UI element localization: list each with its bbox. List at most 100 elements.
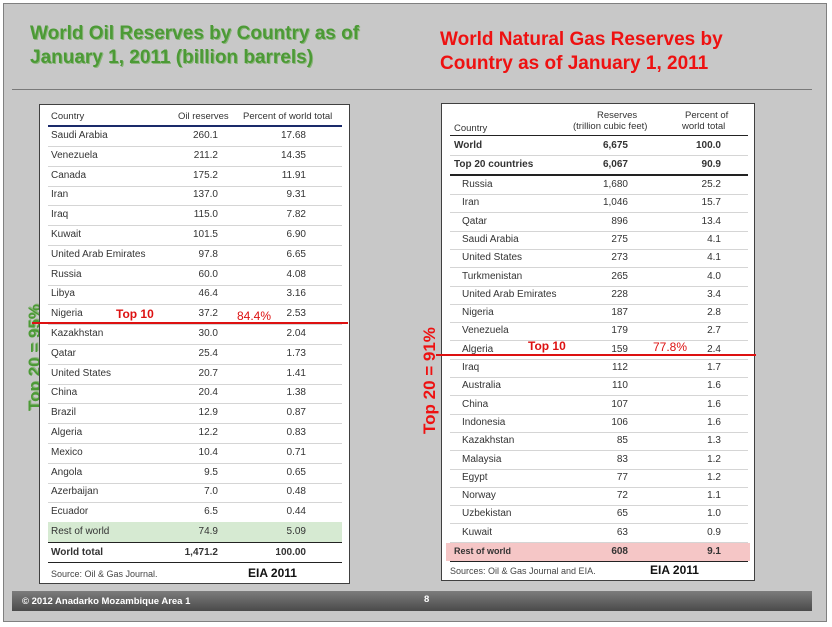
oil-reserves-cell: 7.0 <box>204 486 218 497</box>
oil-percent-cell: 1.73 <box>286 348 306 359</box>
oil-reserves-cell: 20.7 <box>198 368 218 379</box>
oil-reserves-cell: 211.2 <box>193 150 218 161</box>
gas-reserves-cell: 72 <box>616 490 628 501</box>
oil-row-divider <box>48 344 342 345</box>
gas-row-divider <box>450 155 748 156</box>
gas-reserves-cell: 608 <box>611 546 628 557</box>
oil-row-divider <box>48 483 342 484</box>
oil-table-row: World total 1,471.2 100.00 <box>40 543 349 562</box>
oil-percent-cell: 11.91 <box>281 170 306 181</box>
oil-percent-cell: 7.82 <box>286 209 306 220</box>
oil-percent-cell: 0.44 <box>286 506 306 517</box>
oil-percent-cell: 14.35 <box>280 150 306 161</box>
gas-country-cell: Kuwait <box>462 527 493 538</box>
gas-percent-cell: 0.9 <box>707 527 721 538</box>
oil-percent-cell: 9.31 <box>286 189 306 200</box>
gas-table-row: Uzbekistan 65 1.0 <box>442 505 754 523</box>
oil-country-cell: Canada <box>51 170 87 181</box>
gas-table-row: Kazakhstan 85 1.3 <box>442 432 754 450</box>
oil-country-cell: Qatar <box>51 348 77 359</box>
oil-table-row: Qatar 25.4 1.73 <box>40 344 349 364</box>
gas-row-divider <box>450 231 748 232</box>
gas-table-row: Algeria 159 2.4 <box>442 341 754 359</box>
gas-table-row: Malaysia 83 1.2 <box>442 451 754 469</box>
gas-side-label: Top 20 = 91% <box>420 327 439 434</box>
oil-reserves-cell: 1,471.2 <box>184 547 218 558</box>
gas-top10-percent: 77.8% <box>653 340 688 354</box>
gas-source: Sources: Oil & Gas Journal and EIA. <box>450 566 596 576</box>
gas-percent-cell: 1.2 <box>707 454 721 465</box>
gas-percent-cell: 1.0 <box>707 508 721 519</box>
oil-row-divider <box>48 304 342 305</box>
gas-table-row: Top 20 countries 6,067 90.9 <box>442 156 754 174</box>
oil-country-cell: Angola <box>51 467 83 478</box>
gas-row-divider <box>450 395 748 396</box>
gas-country-cell: Australia <box>462 380 501 391</box>
gas-table-row: Venezuela 179 2.7 <box>442 322 754 340</box>
gas-reserves-cell: 83 <box>616 454 628 465</box>
gas-row-divider <box>450 194 748 195</box>
oil-country-cell: Russia <box>51 269 82 280</box>
gas-reserves-cell: 179 <box>611 325 628 336</box>
gas-row-divider <box>450 523 748 524</box>
oil-reserves-cell: 10.4 <box>198 447 218 458</box>
oil-row-divider <box>48 285 342 286</box>
gas-row-divider <box>450 286 748 287</box>
gas-reserves-cell: 6,675 <box>602 140 628 151</box>
gas-row-divider <box>450 450 748 451</box>
gas-reserves-cell: 187 <box>611 307 628 318</box>
gas-reserves-cell: 275 <box>611 234 628 245</box>
oil-row-divider <box>48 423 342 424</box>
oil-row-divider <box>48 186 342 187</box>
gas-percent-cell: 9.1 <box>707 546 721 557</box>
oil-percent-cell: 17.68 <box>280 130 306 141</box>
gas-table-row: United Arab Emirates 228 3.4 <box>442 286 754 304</box>
gas-country-cell: Rest of world <box>454 546 512 556</box>
oil-reserves-cell: 60.0 <box>198 269 218 280</box>
gas-row-divider <box>450 249 748 250</box>
oil-percent-cell: 6.90 <box>286 229 306 240</box>
gas-percent-cell: 90.9 <box>701 159 721 170</box>
gas-eia: EIA 2011 <box>650 563 699 577</box>
gas-header-reserves-1: Reserves <box>597 110 638 121</box>
oil-table-row: United Arab Emirates 97.8 6.65 <box>40 245 349 265</box>
footer-page-number: 8 <box>424 594 430 605</box>
gas-reserves-cell: 1,046 <box>602 197 628 208</box>
oil-table-row: Rest of world 74.9 5.09 <box>48 522 342 542</box>
oil-country-cell: Venezuela <box>51 150 98 161</box>
gas-row-divider <box>450 267 748 268</box>
gas-table-row: Qatar 896 13.4 <box>442 213 754 231</box>
gas-percent-cell: 1.6 <box>707 417 721 428</box>
gas-table-row: Nigeria 187 2.8 <box>442 304 754 322</box>
gas-percent-cell: 4.1 <box>707 234 721 245</box>
gas-percent-cell: 3.4 <box>707 289 721 300</box>
gas-country-cell: Qatar <box>462 216 488 227</box>
gas-table-row: Kuwait 63 0.9 <box>442 524 754 542</box>
oil-percent-cell: 3.16 <box>286 288 306 299</box>
oil-table-row: Mexico 10.4 0.71 <box>40 443 349 463</box>
gas-percent-cell: 2.7 <box>707 325 721 336</box>
gas-reserves-cell: 273 <box>611 252 628 263</box>
oil-percent-cell: 0.65 <box>286 467 306 478</box>
oil-country-cell: Algeria <box>51 427 83 438</box>
oil-percent-cell: 100.00 <box>275 547 306 558</box>
oil-country-cell: Azerbaijan <box>51 486 99 497</box>
oil-row-divider <box>48 205 342 206</box>
gas-country-cell: Uzbekistan <box>462 508 512 519</box>
gas-country-cell: United States <box>462 252 523 263</box>
title-divider <box>12 89 812 90</box>
oil-country-cell: Rest of world <box>51 526 110 537</box>
gas-table-row: Australia 110 1.6 <box>442 377 754 395</box>
oil-table-row: Brazil 12.9 0.87 <box>40 403 349 423</box>
oil-reserves-cell: 30.0 <box>198 328 218 339</box>
gas-table-row: Saudi Arabia 275 4.1 <box>442 231 754 249</box>
oil-table-row: United States 20.7 1.41 <box>40 364 349 384</box>
oil-reserves-cell: 74.9 <box>198 526 218 537</box>
oil-country-cell: Libya <box>51 288 75 299</box>
gas-country-cell: Russia <box>462 179 493 190</box>
oil-row-divider <box>48 265 342 266</box>
oil-table-row: Venezuela 211.2 14.35 <box>40 146 349 166</box>
oil-reserves-cell: 25.4 <box>198 348 218 359</box>
oil-country-cell: Nigeria <box>51 308 83 319</box>
gas-header-country: Country <box>454 123 488 134</box>
